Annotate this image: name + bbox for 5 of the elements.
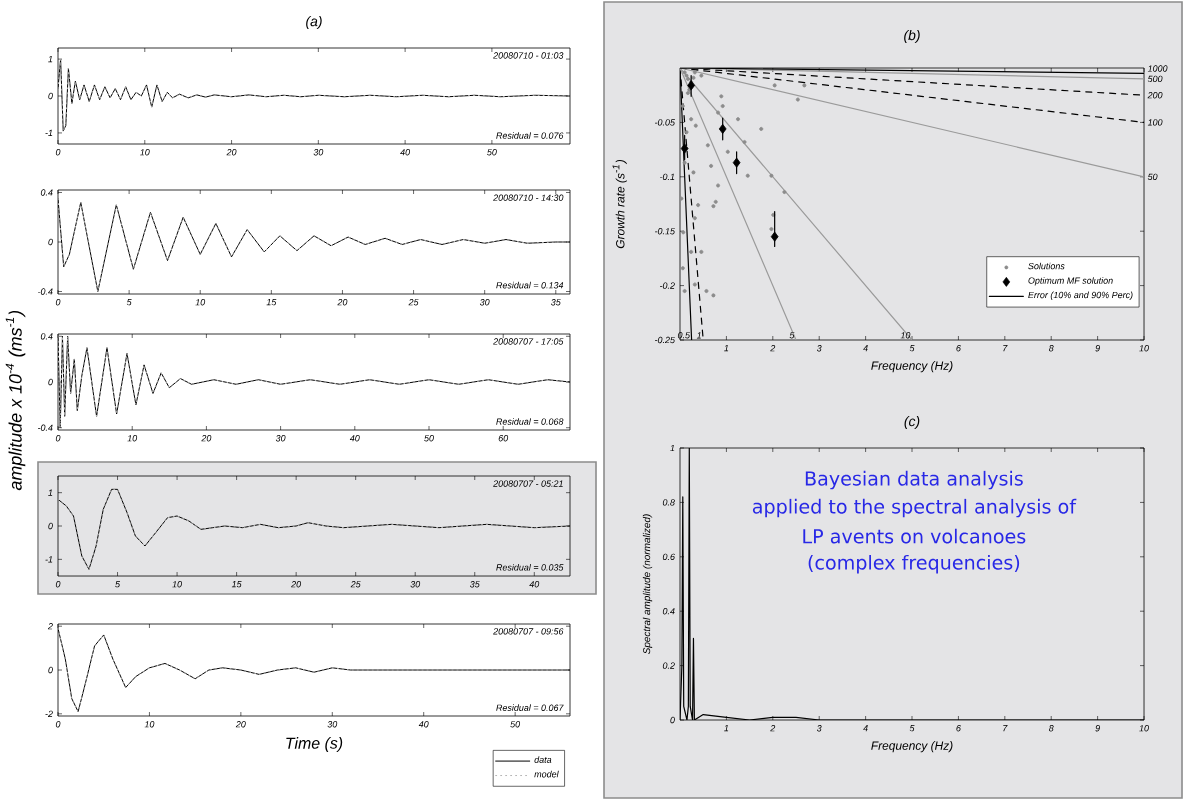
annotation: LP avents on volcanoes xyxy=(803,528,1026,544)
annotation: Bayesian data analysis xyxy=(805,470,1023,490)
annotation: (complex frequencies) xyxy=(808,554,1020,574)
annotation: applied to the spectral analysis of xyxy=(752,498,1077,518)
y-axis-title: amplitude x 10$^{-4}$ (ms$^{-1}$) xyxy=(5,310,26,491)
